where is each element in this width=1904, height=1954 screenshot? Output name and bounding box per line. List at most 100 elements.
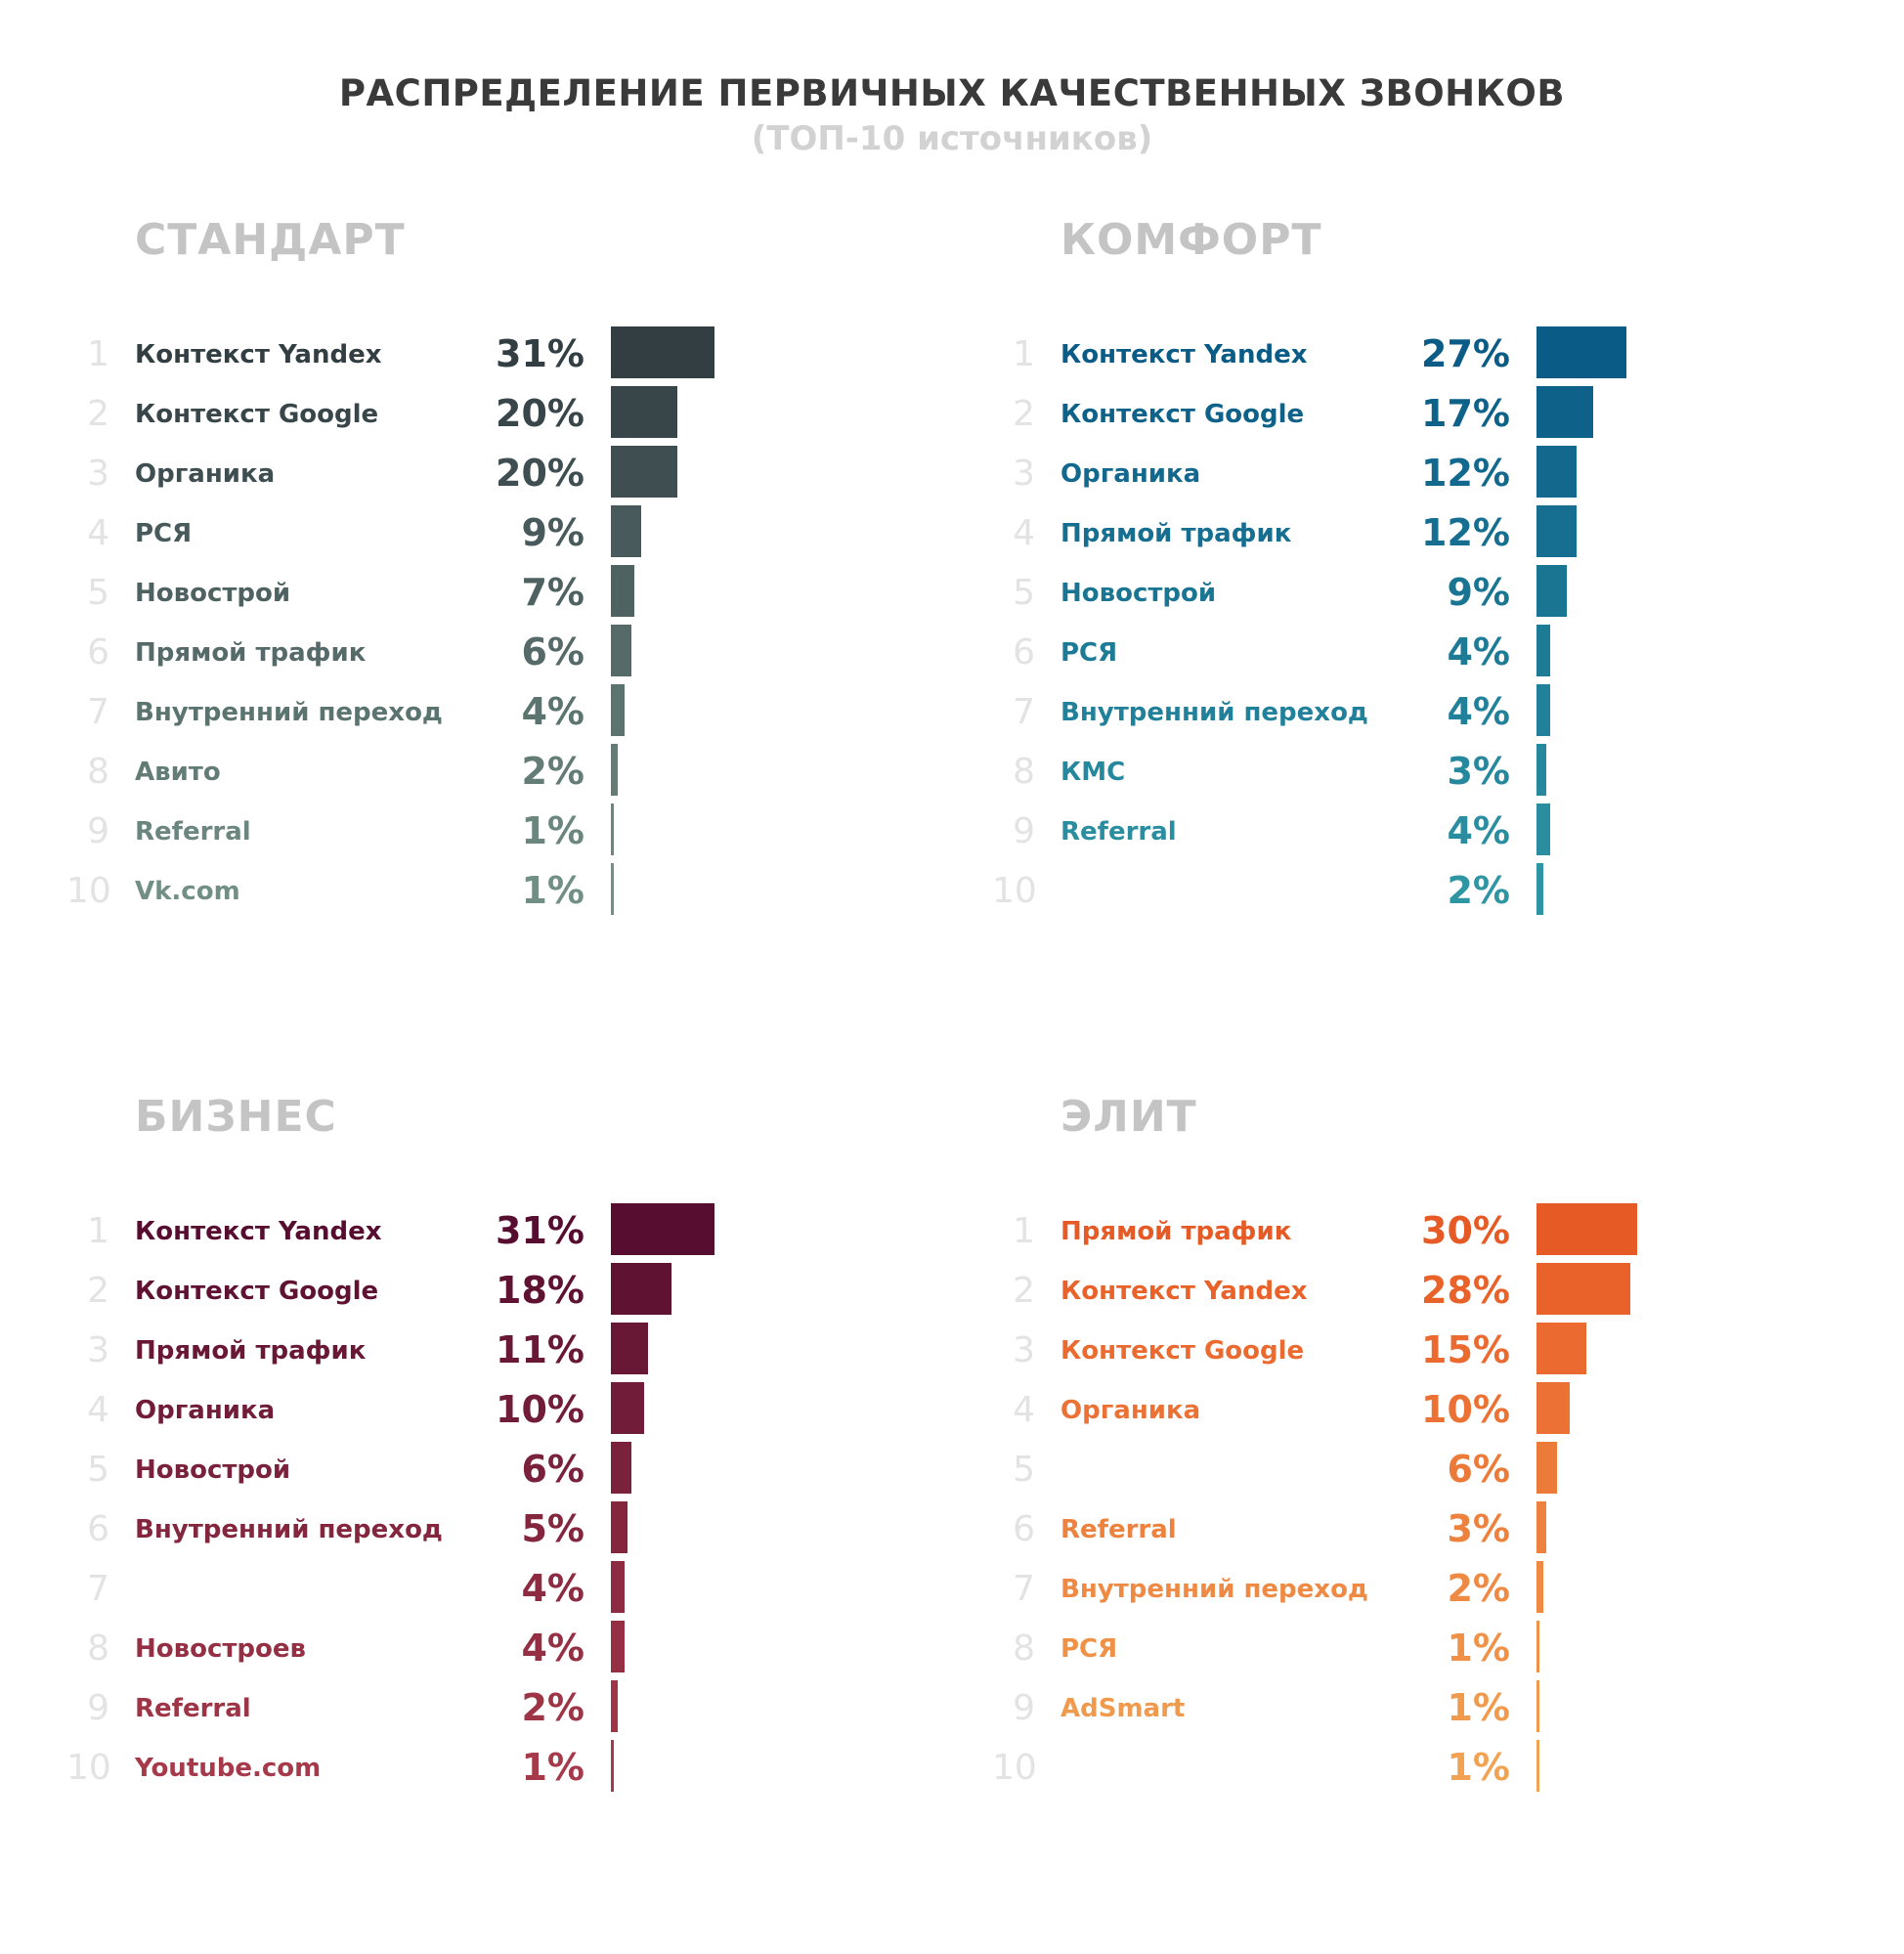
- bar: [1536, 1203, 1637, 1255]
- value-label: 1%: [521, 809, 584, 852]
- category-label: Контекст Yandex: [135, 1217, 382, 1246]
- category-label: Контекст Yandex: [1060, 340, 1308, 369]
- bar: [611, 1203, 715, 1255]
- category-label: Внутренний переход: [1060, 1575, 1368, 1604]
- rank-number: 2: [1013, 1271, 1035, 1311]
- category-label: Новострой: [135, 579, 291, 608]
- page-title: РАСПРЕДЕЛЕНИЕ ПЕРВИЧНЫХ КАЧЕСТВЕННЫХ ЗВО…: [338, 72, 1566, 114]
- category-label: Referral: [1060, 817, 1177, 847]
- bar-row: 7 Внутренний переход 4%: [66, 680, 946, 740]
- panel-title: БИЗНЕС: [135, 1092, 337, 1142]
- bar: [1536, 565, 1567, 617]
- rank-number: 10: [66, 871, 111, 911]
- value-label: 11%: [496, 1328, 584, 1371]
- value-label: 1%: [1447, 1686, 1510, 1729]
- bar-row: 4 Органика 10%: [66, 1378, 946, 1438]
- panel-title: ЭЛИТ: [1060, 1092, 1197, 1142]
- category-label: Контекст Google: [1060, 400, 1305, 429]
- bar-row: 10 1%: [992, 1736, 1872, 1796]
- bar-row: 8 КМС 3%: [992, 740, 1872, 800]
- rank-number: 4: [87, 1390, 109, 1430]
- bar: [1536, 505, 1578, 557]
- rank-number: 8: [87, 752, 109, 792]
- bar-row: 1 Прямой трафик 30%: [992, 1199, 1872, 1259]
- bar: [611, 505, 641, 557]
- value-label: 12%: [1421, 452, 1510, 495]
- category-label: Внутренний переход: [135, 1515, 443, 1544]
- category-label: РСЯ: [135, 519, 193, 548]
- bar-row: 10 2%: [992, 859, 1872, 919]
- bar: [1536, 446, 1578, 498]
- value-label: 9%: [521, 511, 584, 554]
- bar: [611, 1501, 628, 1553]
- rank-number: 2: [87, 1271, 109, 1311]
- bar-row: 1 Контекст Yandex 31%: [66, 1199, 946, 1259]
- category-label: Контекст Google: [135, 1277, 379, 1306]
- category-label: Органика: [135, 459, 276, 489]
- rank-number: 4: [1013, 1390, 1035, 1430]
- rank-number: 3: [87, 454, 109, 494]
- value-label: 10%: [1421, 1388, 1510, 1431]
- rank-number: 5: [1013, 1450, 1035, 1490]
- category-label: Авито: [135, 758, 221, 787]
- bar-row: 6 Прямой трафик 6%: [66, 621, 946, 680]
- bar-row: 5 6%: [992, 1438, 1872, 1498]
- bar-row: 2 Контекст Yandex 28%: [992, 1259, 1872, 1319]
- rank-number: 6: [1013, 1509, 1035, 1549]
- bar: [611, 446, 678, 498]
- rank-number: 10: [992, 1748, 1037, 1788]
- rank-number: 6: [87, 1509, 109, 1549]
- value-label: 2%: [1447, 869, 1510, 912]
- bar-row: 6 Referral 3%: [992, 1498, 1872, 1557]
- bar-row: 1 Контекст Yandex 27%: [992, 323, 1872, 382]
- rank-number: 5: [1013, 573, 1035, 613]
- bar: [1536, 1561, 1543, 1613]
- category-label: Контекст Yandex: [1060, 1277, 1308, 1306]
- rank-number: 8: [87, 1628, 109, 1669]
- rank-number: 9: [1013, 811, 1035, 851]
- category-label: Контекст Yandex: [135, 340, 382, 369]
- bar: [1536, 1501, 1547, 1553]
- category-label: Referral: [135, 1694, 251, 1723]
- chart-panel-business: БИЗНЕС 1 Контекст Yandex 31% 2 Контекст Goog…: [66, 1092, 946, 1792]
- category-label: Youtube.com: [135, 1754, 322, 1783]
- bar: [611, 744, 618, 796]
- rank-number: 1: [1013, 334, 1035, 374]
- bar-row: 9 AdSmart 1%: [992, 1676, 1872, 1736]
- bar: [611, 1621, 625, 1672]
- bar: [1536, 684, 1550, 736]
- chart-panel-standard: СТАНДАРТ 1 Контекст Yandex 31% 2 Контекст Go…: [66, 215, 946, 915]
- category-label: Органика: [1060, 459, 1201, 489]
- category-label: Органика: [1060, 1396, 1201, 1425]
- rank-number: 6: [87, 632, 109, 673]
- value-label: 4%: [1447, 630, 1510, 673]
- bar-row: 4 РСЯ 9%: [66, 501, 946, 561]
- value-label: 1%: [1447, 1746, 1510, 1789]
- bar: [611, 863, 615, 915]
- rank-number: 3: [1013, 1330, 1035, 1370]
- value-label: 5%: [521, 1507, 584, 1550]
- bar-row: 3 Прямой трафик 11%: [66, 1319, 946, 1378]
- rank-number: 6: [1013, 632, 1035, 673]
- bar: [1536, 863, 1543, 915]
- value-label: 4%: [521, 1567, 584, 1610]
- value-label: 30%: [1421, 1209, 1510, 1252]
- bar-row: 4 Прямой трафик 12%: [992, 501, 1872, 561]
- category-label: AdSmart: [1060, 1694, 1186, 1723]
- value-label: 7%: [521, 571, 584, 614]
- value-label: 3%: [1447, 1507, 1510, 1550]
- bar: [611, 1740, 615, 1792]
- value-label: 15%: [1421, 1328, 1510, 1371]
- panel-title: СТАНДАРТ: [135, 215, 406, 265]
- bar-row: 9 Referral 4%: [992, 800, 1872, 859]
- rank-number: 4: [1013, 513, 1035, 553]
- bar-row: 8 Авито 2%: [66, 740, 946, 800]
- value-label: 20%: [496, 392, 584, 435]
- category-label: Новострой: [135, 1455, 291, 1485]
- rank-number: 7: [1013, 692, 1035, 732]
- rank-number: 5: [87, 1450, 109, 1490]
- rank-number: 7: [1013, 1569, 1035, 1609]
- bar-row: 3 Органика 12%: [992, 442, 1872, 501]
- bar-row: 4 Органика 10%: [992, 1378, 1872, 1438]
- category-label: Новостроев: [135, 1634, 306, 1664]
